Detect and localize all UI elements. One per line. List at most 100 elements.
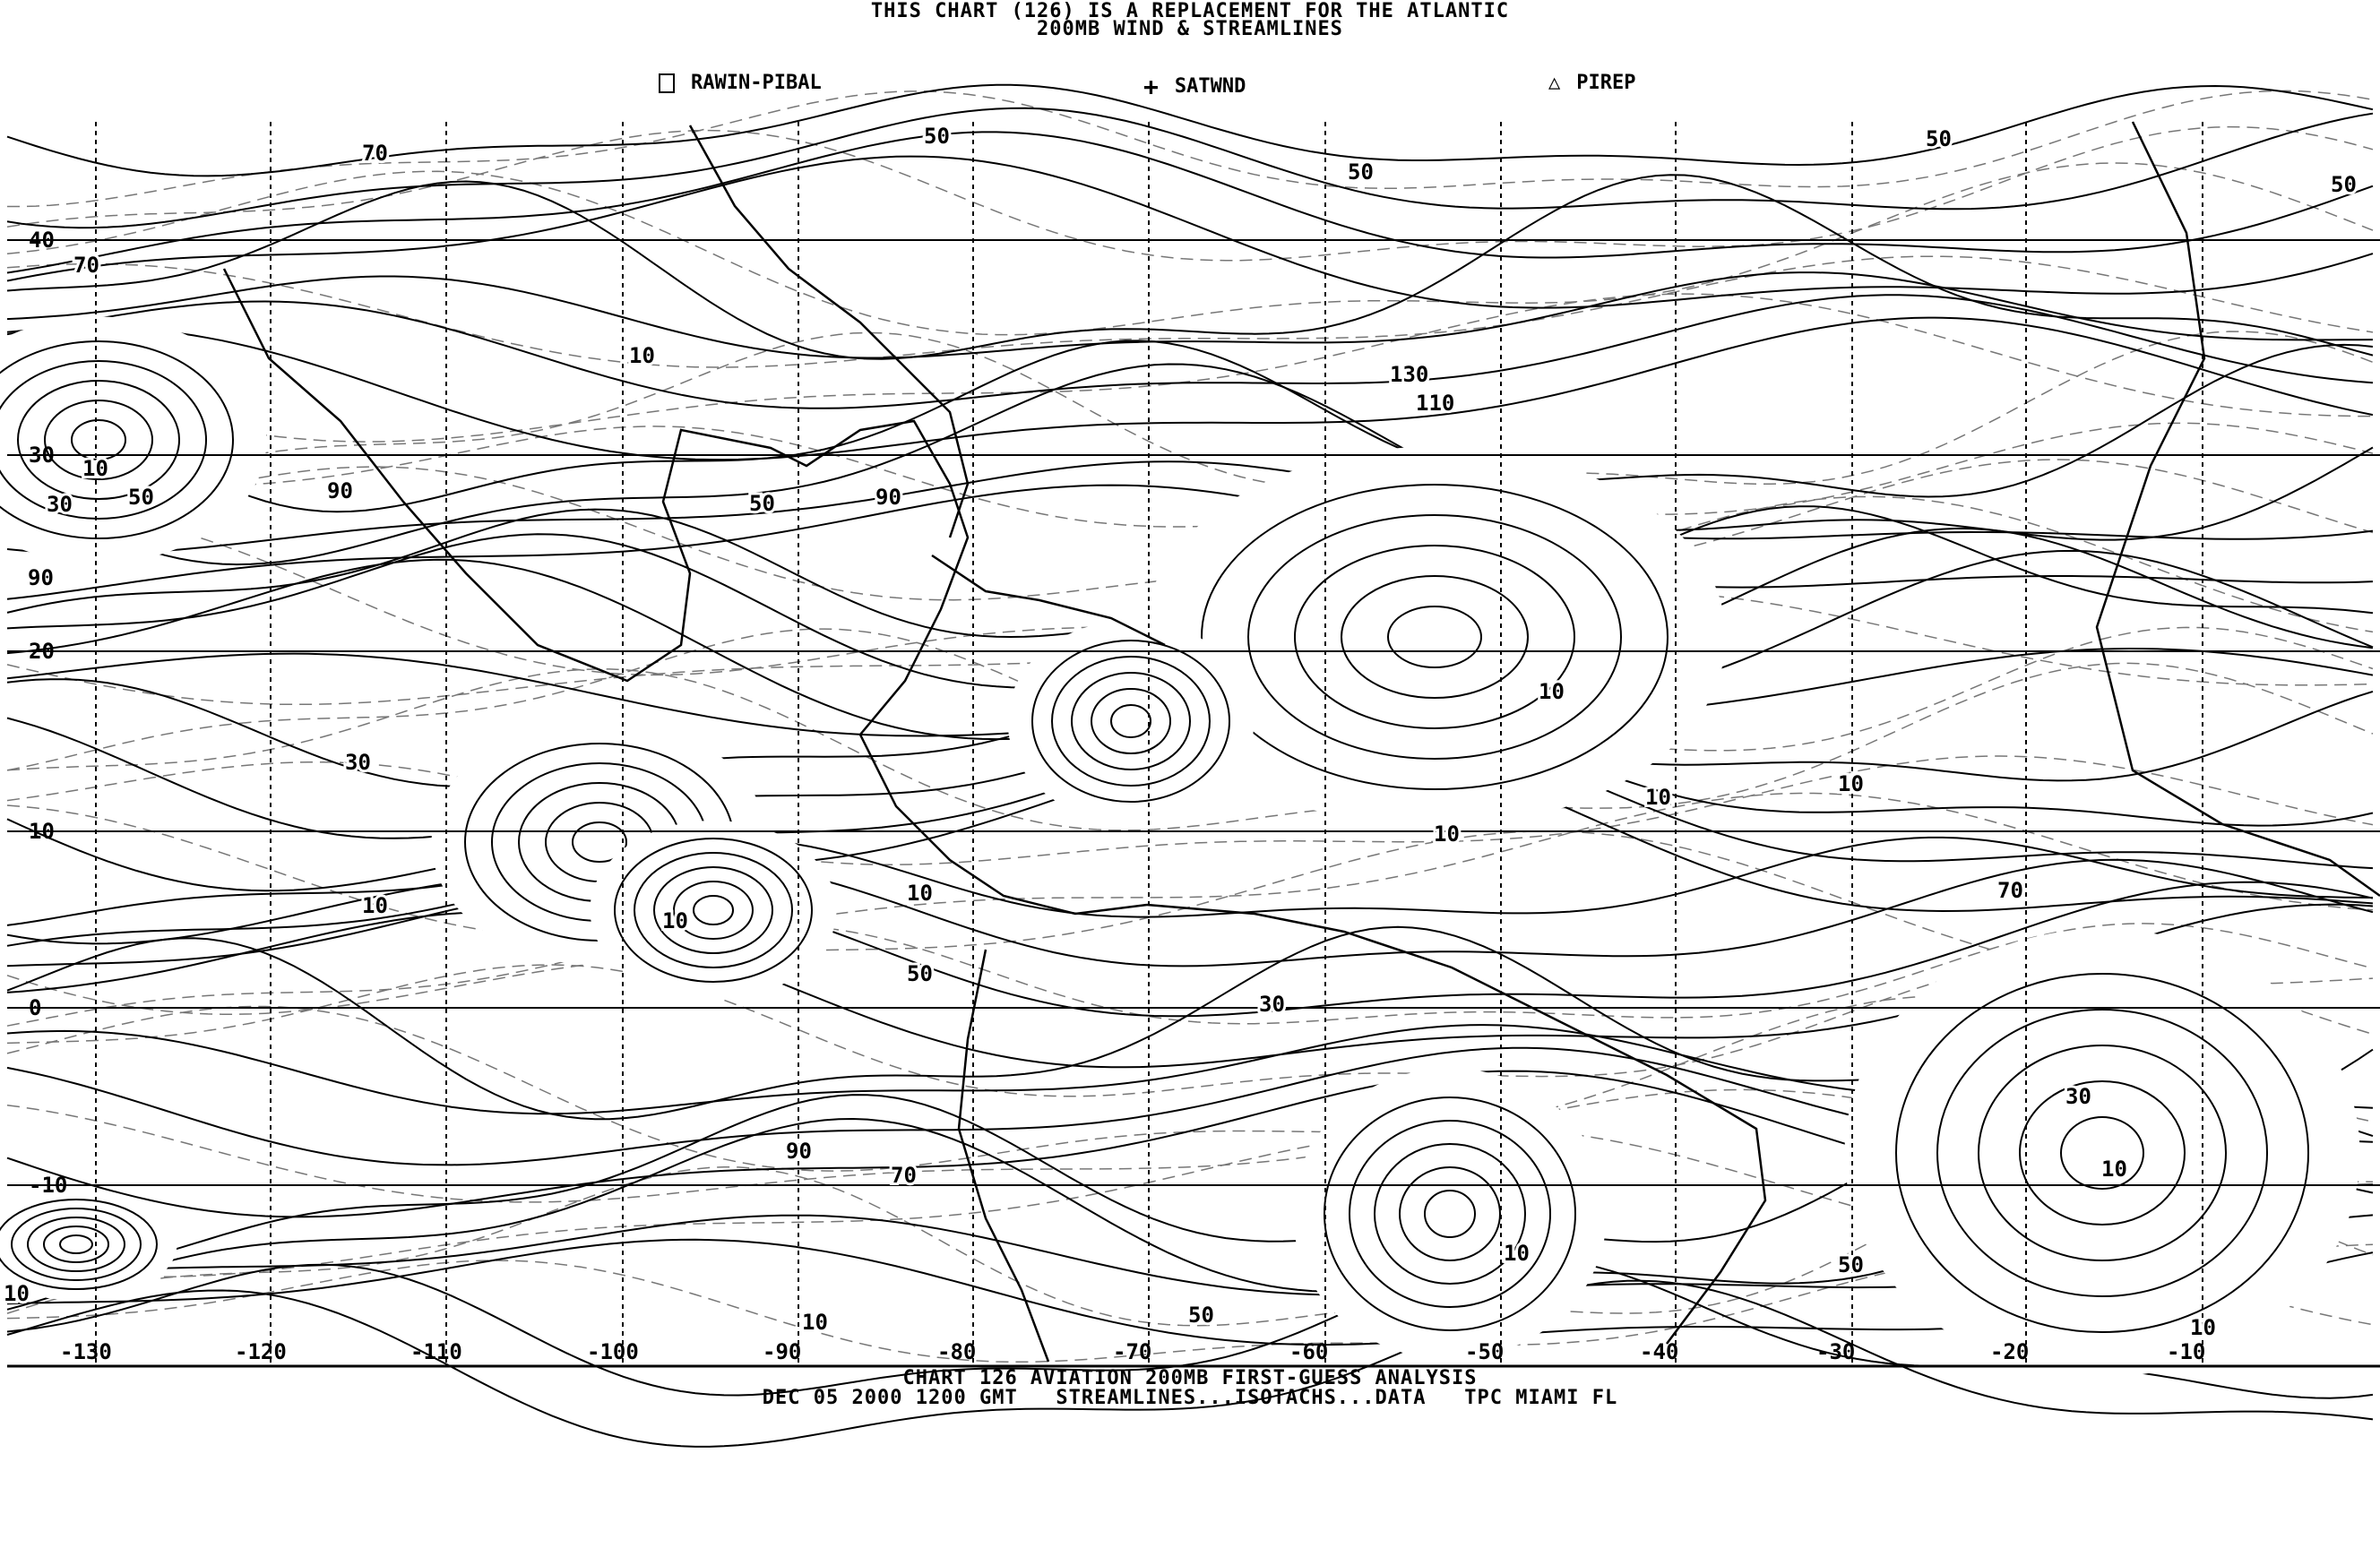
- vortex-streamline: [1247, 514, 1622, 760]
- longitude-label: -30: [1816, 1339, 1855, 1364]
- isotach-label: 70: [891, 1163, 917, 1188]
- isotach-line: [6, 162, 2374, 336]
- isotach-label: 50: [2331, 172, 2357, 197]
- vortex-streamline: [1324, 1096, 1576, 1331]
- longitude-label: -40: [1640, 1339, 1678, 1364]
- vortex-streamline: [572, 821, 627, 863]
- isotach-label: 30: [2065, 1084, 2091, 1109]
- isotach-labels: 70 70 10 30 50 90 90 10 50 50 50 50 130 110 50 90 10 10 10…: [1, 121, 2359, 1343]
- isotach-label: 50: [1926, 126, 1952, 151]
- footer-line2: DEC 05 2000 1200 GMT STREAMLINES...ISOTA…: [762, 1387, 1618, 1409]
- vortex-streamline: [43, 1226, 109, 1263]
- vortex-streamline: [693, 895, 734, 925]
- vortex-streamline: [17, 380, 180, 500]
- latitude-label: 20: [29, 639, 55, 664]
- isotach-label: 110: [1416, 391, 1454, 416]
- isotach-label: 70: [362, 141, 388, 166]
- isotach-label: 50: [1838, 1252, 1864, 1277]
- coastline: [688, 125, 970, 538]
- isotach-label: 30: [1259, 992, 1285, 1017]
- isotach-line: [6, 331, 2374, 516]
- chart-title: THIS CHART (126) IS A REPLACEMENT FOR TH…: [870, 0, 1510, 22]
- vortex-mask: [590, 821, 837, 1000]
- streamline: [6, 858, 2374, 968]
- vortex-streamline: [1387, 606, 1482, 668]
- isotach-label: 90: [786, 1139, 812, 1164]
- legend-label: RAWIN-PIBAL: [691, 72, 822, 94]
- streamline: [6, 460, 2374, 555]
- longitude-label: -120: [235, 1339, 287, 1364]
- vortex-streamline: [1399, 1166, 1501, 1261]
- isotach-label: 130: [1390, 362, 1428, 387]
- triangle-icon: △: [1548, 72, 1561, 94]
- vortex-streamline: [11, 1208, 142, 1281]
- vortex-mask: [1143, 446, 1726, 828]
- vortex-streamline: [0, 1199, 158, 1290]
- coastline: [957, 949, 1050, 1363]
- vortex-streamline: [1091, 688, 1171, 754]
- isotach-line: [6, 755, 2374, 865]
- isotach-label: 10: [802, 1310, 828, 1335]
- vortex-streamline: [0, 340, 234, 539]
- plus-icon: +: [1143, 72, 1159, 101]
- coastline: [931, 554, 1166, 647]
- vortex-mask: [1007, 620, 1255, 822]
- isotach-label: 50: [749, 491, 775, 516]
- longitude-label: -80: [937, 1339, 976, 1364]
- isotach-line: [6, 830, 2374, 1015]
- isotach-label: 50: [907, 961, 933, 986]
- vortex-streamline: [634, 852, 793, 968]
- streamline: [6, 174, 2374, 360]
- legend-satwnd: + SATWND: [1143, 72, 1246, 101]
- longitude-label: -20: [1990, 1339, 2029, 1364]
- longitude-label: -100: [587, 1339, 639, 1364]
- vortex-streamline: [1031, 640, 1230, 803]
- isotach-label: 70: [1997, 878, 2023, 903]
- isotach-line: [6, 293, 2374, 443]
- vortex-streamline: [1294, 545, 1575, 729]
- longitude-label: -110: [410, 1339, 462, 1364]
- isotach-label: 10: [1838, 771, 1864, 796]
- vortex-streamline: [1051, 656, 1211, 787]
- isotach-label: 50: [924, 124, 950, 149]
- isotach-label: 90: [28, 565, 54, 590]
- streamline: [6, 271, 2374, 359]
- lat-lon-grid: 40 30 20 10 0 -10 -130 -120 -110 -100 -90 -80 -70 -60…: [7, 122, 2380, 1368]
- isotach-line: [6, 422, 2374, 528]
- isotach-label: 50: [128, 485, 154, 510]
- coastlines: [222, 121, 2380, 1363]
- vortex-streamline: [1374, 1143, 1526, 1285]
- latitude-label: 10: [29, 819, 55, 844]
- streamline: [6, 131, 2374, 274]
- chart-subtitle: 200MB WIND & STREAMLINES: [1037, 18, 1343, 40]
- vortex-streamline: [1424, 1190, 1476, 1238]
- coastline: [2095, 121, 2380, 898]
- isotach-line: [6, 125, 2374, 262]
- isotach-label: 70: [73, 253, 99, 278]
- vortex-streamline: [2060, 1116, 2144, 1190]
- streamline: [6, 340, 2374, 513]
- isotach-line: [6, 255, 2374, 368]
- vortex-mask: [1844, 929, 2360, 1377]
- isotach-label: 10: [4, 1281, 30, 1306]
- vortex-streamline: [1349, 1120, 1551, 1308]
- streamline: [6, 83, 2374, 177]
- isotach-label: 10: [1504, 1241, 1530, 1266]
- vortex-mask: [0, 1188, 177, 1301]
- isotach-label: 10: [1434, 821, 1460, 847]
- streamline: [6, 294, 2374, 409]
- isotach-label: 10: [629, 343, 655, 368]
- isotach-label: 50: [1348, 159, 1374, 185]
- isotach-label: 10: [1539, 679, 1565, 704]
- latitude-label: 30: [29, 443, 55, 468]
- legend-pirep: △ PIREP: [1548, 72, 1635, 94]
- streamline: [6, 107, 2374, 229]
- vortex-streamline: [0, 360, 207, 520]
- coastline: [1146, 903, 1767, 1345]
- isotach-line: [7, 90, 2374, 208]
- isotach-label: 30: [345, 750, 371, 775]
- vortex-streamline: [1895, 973, 2309, 1333]
- isotach-label: 10: [907, 881, 933, 906]
- streamline: [6, 881, 2374, 1018]
- isotach-label: 10: [662, 908, 688, 933]
